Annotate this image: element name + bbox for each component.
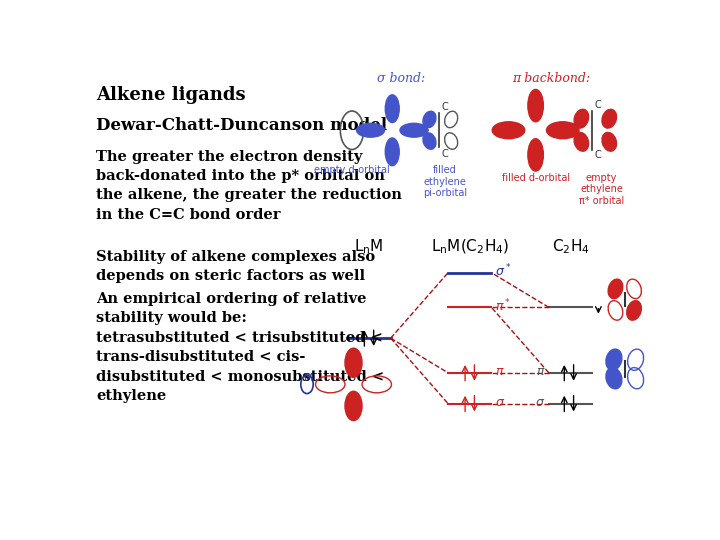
Ellipse shape: [423, 133, 436, 149]
Text: Alkene ligands: Alkene ligands: [96, 86, 246, 104]
Text: An empirical ordering of relative
stability would be:
tetrasubstituted < trisubs: An empirical ordering of relative stabil…: [96, 292, 384, 403]
Ellipse shape: [423, 111, 436, 127]
Ellipse shape: [385, 95, 399, 123]
Text: π backbond:: π backbond:: [513, 72, 590, 85]
Text: $\mathrm{L_nM}$: $\mathrm{L_nM}$: [354, 237, 384, 256]
Text: $\sigma$: $\sigma$: [495, 396, 505, 409]
Text: $\pi$: $\pi$: [495, 364, 504, 378]
Ellipse shape: [602, 132, 616, 151]
Text: σ bond:: σ bond:: [377, 72, 425, 85]
Text: filled
ethylene
pi-orbital: filled ethylene pi-orbital: [423, 165, 467, 198]
Ellipse shape: [528, 90, 544, 122]
Text: Stability of alkene complexes also
depends on steric factors as well: Stability of alkene complexes also depen…: [96, 249, 375, 283]
Ellipse shape: [345, 392, 362, 421]
Text: M: M: [531, 125, 541, 135]
Ellipse shape: [385, 138, 399, 166]
Ellipse shape: [602, 109, 616, 128]
Text: $\sigma^*$: $\sigma^*$: [495, 263, 511, 280]
Text: $\pi$: $\pi$: [536, 364, 546, 378]
Text: The greater the electron density
back-donated into the p* orbital on
the alkene,: The greater the electron density back-do…: [96, 150, 402, 222]
Ellipse shape: [608, 279, 623, 299]
Text: $\pi^*$: $\pi^*$: [495, 298, 510, 314]
Text: Dewar-Chatt-Duncanson model: Dewar-Chatt-Duncanson model: [96, 117, 387, 134]
Text: M: M: [304, 373, 313, 383]
Text: C: C: [595, 100, 601, 110]
Ellipse shape: [626, 301, 642, 320]
Ellipse shape: [492, 122, 525, 139]
Ellipse shape: [356, 123, 384, 137]
Text: C: C: [441, 148, 448, 159]
Text: $\sigma$: $\sigma$: [536, 396, 546, 409]
Text: $\mathrm{L_nM(C_2H_4)}$: $\mathrm{L_nM(C_2H_4)}$: [431, 238, 509, 256]
Text: empty
ethylene
π* orbital: empty ethylene π* orbital: [579, 173, 624, 206]
Text: C: C: [441, 102, 448, 112]
Ellipse shape: [345, 348, 362, 377]
Text: $\mathrm{C_2H_4}$: $\mathrm{C_2H_4}$: [552, 237, 590, 256]
Ellipse shape: [606, 349, 622, 370]
Ellipse shape: [574, 109, 589, 128]
Ellipse shape: [574, 132, 589, 151]
Ellipse shape: [528, 139, 544, 171]
Ellipse shape: [546, 122, 579, 139]
Text: filled d-orbital: filled d-orbital: [502, 173, 570, 183]
Text: empty d-orbital: empty d-orbital: [314, 165, 390, 175]
Ellipse shape: [606, 368, 622, 389]
Text: M: M: [387, 125, 397, 135]
Text: C: C: [595, 150, 601, 160]
Ellipse shape: [400, 123, 428, 137]
